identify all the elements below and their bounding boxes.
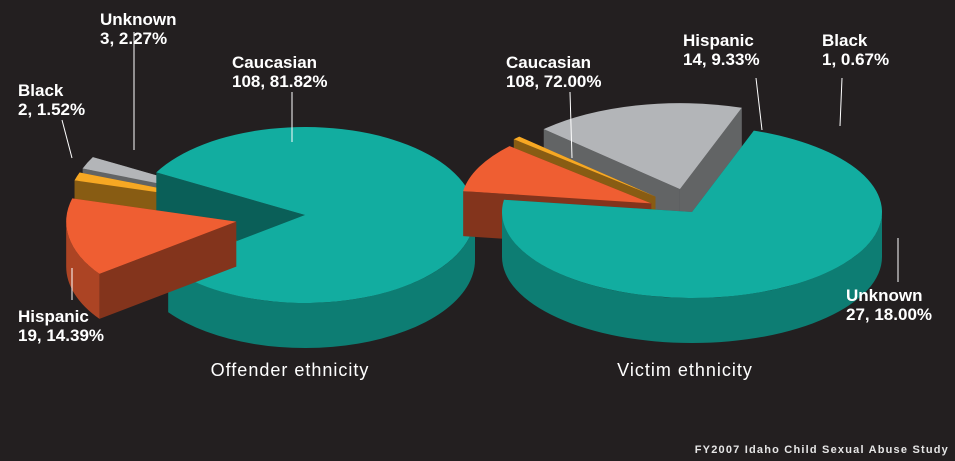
leader-line	[569, 91, 573, 159]
offender-slice-rim	[66, 221, 100, 319]
offender-slice-top-hispanic	[66, 198, 237, 274]
victim-label-hispanic-value: 14, 9.33%	[683, 50, 760, 69]
offender-label-unknown: Unknown 3, 2.27%	[100, 10, 177, 48]
offender-label-unknown-name: Unknown	[100, 10, 177, 29]
victim-slice-caucasian	[501, 130, 882, 343]
leader-lines	[61, 32, 899, 300]
victim-label-caucasian-value: 108, 72.00%	[506, 72, 602, 91]
offender-label-black-value: 2, 1.52%	[18, 100, 86, 119]
offender-label-unknown-value: 3, 2.27%	[100, 29, 168, 48]
victim-label-unknown-name: Unknown	[846, 286, 923, 305]
victim-slice-top-unknown	[543, 103, 742, 190]
victim-slice-top-hispanic	[463, 146, 652, 204]
victim-pie	[463, 103, 882, 343]
offender-caption: Offender ethnicity	[210, 360, 370, 380]
victim-slice-top-black	[513, 136, 656, 197]
leader-line	[755, 77, 763, 131]
leader-line	[839, 77, 843, 127]
victim-label-black: Black 1, 0.67%	[822, 31, 889, 69]
victim-label-black-name: Black	[822, 31, 868, 50]
offender-pie	[66, 127, 476, 348]
leader-line	[61, 119, 73, 159]
offender-label-hispanic: Hispanic 19, 14.39%	[18, 307, 104, 345]
victim-label-hispanic: Hispanic 14, 9.33%	[683, 31, 760, 69]
victim-slice-wall	[679, 107, 742, 235]
victim-slice-rim	[502, 212, 882, 343]
offender-slice-rim	[168, 215, 475, 348]
offender-label-caucasian-value: 108, 81.82%	[232, 72, 328, 91]
source-note: FY2007 Idaho Child Sexual Abuse Study	[694, 444, 949, 456]
victim-label-unknown-value: 27, 18.00%	[846, 305, 933, 324]
offender-slice-hispanic	[66, 198, 237, 319]
victim-label-unknown: Unknown 27, 18.00%	[846, 286, 932, 324]
victim-label-caucasian-name: Caucasian	[506, 53, 592, 72]
victim-label-hispanic-name: Hispanic	[683, 31, 754, 50]
victim-caption: Victim ethnicity	[617, 360, 753, 380]
offender-label-black-name: Black	[18, 81, 64, 100]
offender-label-caucasian-name: Caucasian	[232, 53, 318, 72]
victim-slice-top-caucasian	[501, 130, 882, 298]
offender-label-hispanic-value: 19, 14.39%	[18, 326, 105, 345]
offender-label-black: Black 2, 1.52%	[18, 81, 85, 119]
victim-label-caucasian: Caucasian 108, 72.00%	[506, 53, 601, 91]
offender-label-caucasian: Caucasian 108, 81.82%	[232, 53, 327, 91]
offender-label-hispanic-name: Hispanic	[18, 307, 89, 326]
victim-label-black-value: 1, 0.67%	[822, 50, 890, 69]
